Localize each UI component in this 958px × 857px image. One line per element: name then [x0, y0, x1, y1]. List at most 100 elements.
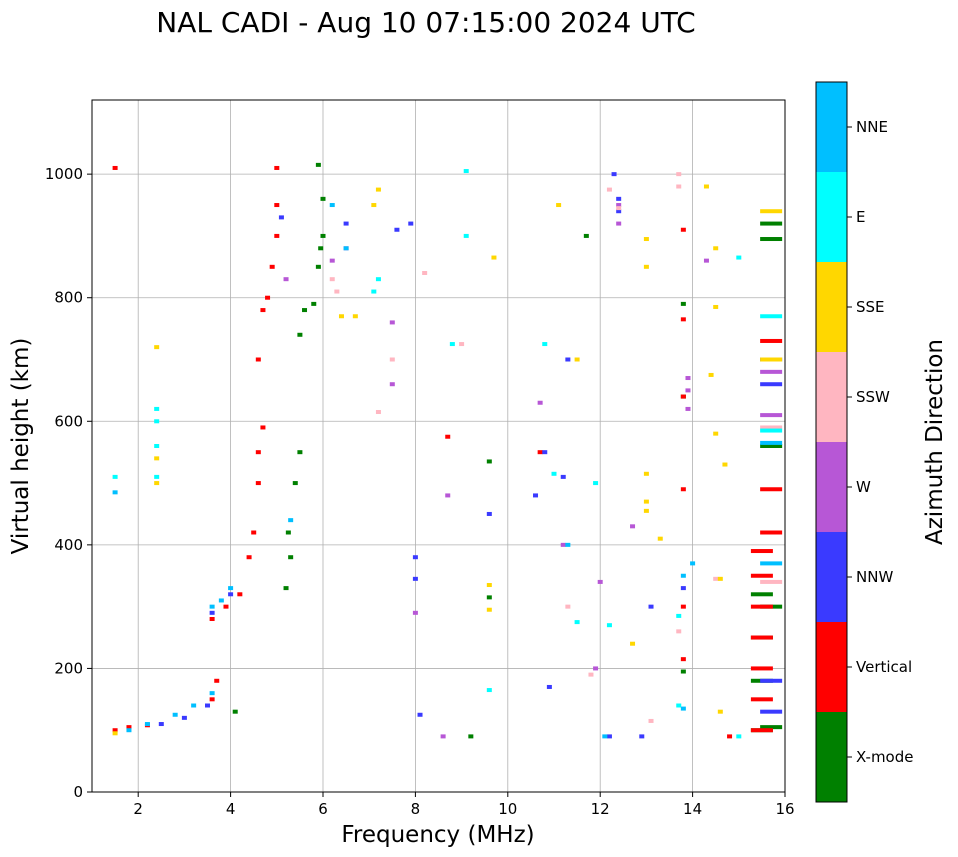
point-nnw	[606, 734, 612, 739]
point-ssw	[606, 187, 612, 192]
point-vertical	[126, 725, 132, 730]
point-sse	[643, 499, 649, 504]
point-vertical	[537, 450, 543, 455]
plot-area	[92, 100, 786, 793]
point-sse	[713, 304, 719, 309]
point-sse	[375, 187, 381, 192]
point-e	[736, 255, 742, 260]
y-tick-label: 400	[54, 536, 83, 554]
x-tick-label: 2	[133, 800, 143, 818]
point-nnw	[760, 678, 783, 683]
point-sse	[556, 203, 562, 208]
colorbar-swatch-e	[816, 172, 847, 262]
x-tick-label: 14	[683, 800, 702, 818]
point-vertical	[750, 549, 773, 554]
point-sse	[154, 481, 160, 486]
point-vertical	[260, 308, 266, 313]
y-tick-label: 600	[54, 412, 83, 430]
colorbar: X-mode Vertical NNW W SSW SSE E NNE	[815, 81, 913, 803]
point-x-mode	[283, 586, 289, 591]
x-tick-label: 16	[775, 800, 794, 818]
colorbar-label: Azimuth Direction	[922, 339, 948, 545]
point-vertical	[246, 555, 252, 560]
point-vertical	[750, 635, 773, 640]
colorbar-label-ssw: SSW	[856, 388, 890, 406]
point-vertical	[274, 233, 280, 238]
point-x-mode	[232, 709, 238, 714]
point-nne	[112, 490, 118, 495]
point-e	[154, 474, 160, 479]
point-nnw	[648, 604, 654, 609]
point-ssw	[375, 410, 381, 415]
point-w	[685, 388, 691, 393]
point-nne	[218, 598, 224, 603]
colorbar-swatch-vertical	[816, 622, 847, 712]
point-ssw	[648, 718, 654, 723]
point-vertical	[237, 592, 243, 597]
point-w	[630, 524, 636, 529]
point-x-mode	[315, 162, 321, 167]
point-nne	[209, 691, 215, 696]
point-vertical	[274, 165, 280, 170]
point-nnw	[205, 703, 210, 708]
axes: 2 4 6 8 10 12 14 16 0 200 400 600 800 1000	[45, 165, 795, 818]
point-x-mode	[320, 196, 326, 201]
point-x-mode	[750, 592, 773, 597]
point-ssw	[459, 342, 465, 347]
point-vertical	[750, 573, 773, 578]
colorbar-frame	[815, 81, 848, 803]
point-nnw	[616, 209, 622, 214]
point-x-mode	[680, 301, 686, 306]
point-vertical	[209, 617, 215, 621]
point-ssw	[676, 172, 682, 177]
colorbar-swatch-w	[816, 442, 847, 532]
point-w	[760, 369, 783, 374]
colorbar-label-x-mode: X-mode	[856, 748, 913, 766]
point-w	[597, 579, 603, 584]
point-w	[593, 666, 599, 671]
point-w	[283, 277, 289, 282]
point-nnw	[760, 382, 783, 387]
point-nnw	[417, 712, 423, 717]
point-ssw	[389, 357, 395, 362]
point-e	[154, 406, 160, 411]
point-e	[449, 342, 455, 347]
point-e	[676, 613, 682, 618]
point-sse	[154, 456, 160, 461]
point-vertical	[251, 530, 257, 535]
point-x-mode	[297, 332, 303, 337]
point-vertical	[680, 487, 686, 492]
point-sse	[722, 462, 728, 467]
point-x-mode	[486, 459, 492, 464]
point-vertical	[680, 394, 686, 399]
point-e	[574, 620, 580, 625]
point-nnw	[611, 172, 617, 177]
point-e	[112, 474, 118, 479]
point-nnw	[158, 722, 164, 727]
point-x-mode	[760, 725, 783, 730]
point-nnw	[412, 555, 418, 560]
point-nnw	[533, 493, 539, 498]
point-nne	[690, 561, 696, 566]
point-nnw	[542, 450, 548, 455]
point-nnw	[760, 709, 783, 714]
x-tick-label: 8	[411, 800, 421, 818]
colorbar-label-nne: NNE	[856, 118, 888, 136]
point-ssw	[760, 579, 783, 584]
point-x-mode	[285, 530, 291, 535]
point-vertical	[112, 165, 118, 170]
point-nnw	[616, 196, 622, 201]
point-vertical	[680, 604, 686, 609]
colorbar-label-w: W	[856, 478, 871, 496]
point-sse	[491, 255, 497, 260]
point-w	[412, 610, 418, 615]
point-e	[676, 703, 682, 708]
point-nnw	[209, 610, 215, 615]
point-vertical	[255, 450, 261, 455]
point-nnw	[181, 715, 187, 720]
x-axis-label: Frequency (MHz)	[341, 822, 534, 848]
point-e	[375, 277, 381, 282]
point-nnw	[486, 511, 492, 516]
point-vertical	[255, 481, 261, 486]
